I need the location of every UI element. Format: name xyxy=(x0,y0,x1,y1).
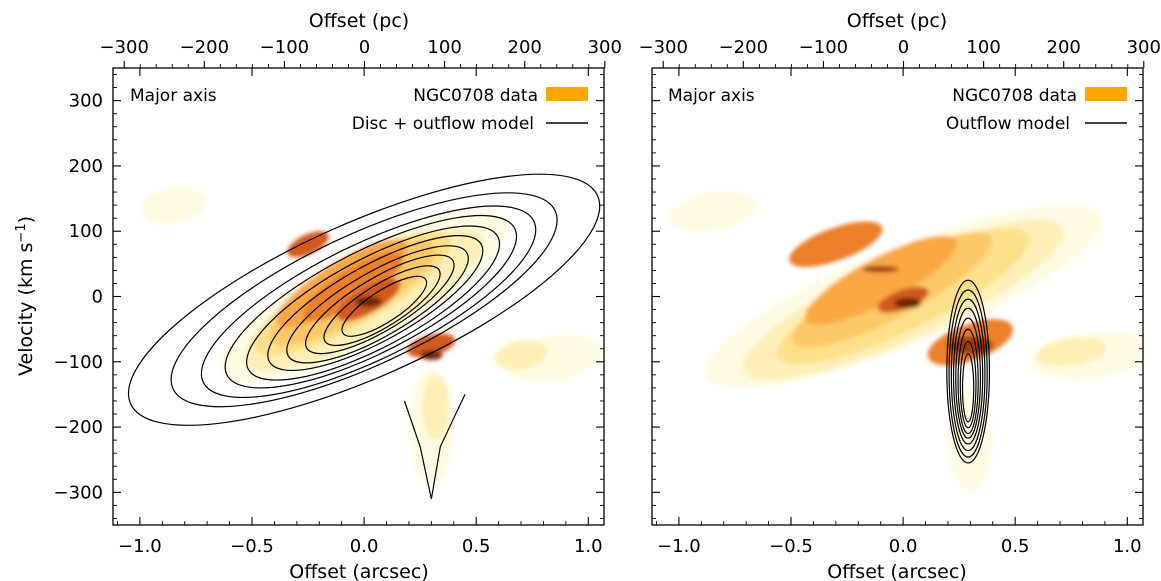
model-contour-right-7 xyxy=(961,353,975,423)
top-tick-label-right-6: 300 xyxy=(1127,37,1161,58)
x-axis-title-right: Offset (arcsec) xyxy=(827,561,966,581)
legend-label-model-left: Disc + outflow model xyxy=(352,114,534,134)
top-axis-title-right: Offset (pc) xyxy=(847,10,947,32)
top-tick-label-left-5: 200 xyxy=(508,37,542,58)
model-contour-right-2 xyxy=(950,298,986,452)
data-blob-right-10 xyxy=(862,265,899,273)
data-blob-left-12 xyxy=(422,374,450,441)
x-tick-label-right-2: 0.0 xyxy=(889,536,918,557)
data-blob-left-15 xyxy=(494,340,548,371)
x-tick-label-left-0: −1.0 xyxy=(118,536,162,557)
data-blob-left-13 xyxy=(140,186,207,225)
top-tick-label-right-1: −200 xyxy=(719,37,768,58)
top-tick-label-right-3: 0 xyxy=(898,37,909,58)
x-axis-title-left: Offset (arcsec) xyxy=(289,561,428,581)
model-contour-right-5 xyxy=(957,328,979,435)
panel-right: −1.0 −0.5 0.0 0.5 1.0 −300 −200 −100 0 100 200 300… xyxy=(638,10,1160,581)
top-axis-title-left: Offset (pc) xyxy=(309,10,409,32)
x-ticks-right: −1.0 −0.5 0.0 0.5 1.0 xyxy=(656,68,1142,557)
model-contour-right-0 xyxy=(946,279,991,464)
top-tick-label-left-6: 300 xyxy=(588,37,622,58)
data-blob-left-9 xyxy=(355,296,383,307)
top-tick-label-left-4: 100 xyxy=(427,37,461,58)
model-contour-left-7 xyxy=(304,254,455,355)
model-contour-left-9 xyxy=(341,275,428,337)
panel-label-right: Major axis xyxy=(668,86,755,106)
x-tick-label-left-2: 0.0 xyxy=(350,536,379,557)
y-tick-label-3: 0 xyxy=(92,287,103,308)
legend-swatch-data-left xyxy=(546,87,588,101)
legend-label-data-left: NGC0708 data xyxy=(413,86,538,106)
x-ticks-left: −1.0 −0.5 0.0 0.5 1.0 xyxy=(117,68,603,557)
top-tick-label-left-3: 0 xyxy=(359,37,370,58)
top-tick-label-left-0: −300 xyxy=(99,37,148,58)
x-tick-label-right-4: 1.0 xyxy=(1113,536,1142,557)
x-tick-label-left-4: 1.0 xyxy=(574,536,603,557)
data-blob-right-4 xyxy=(804,235,957,325)
x-tick-label-left-1: −0.5 xyxy=(230,536,274,557)
y-tick-label-1: −200 xyxy=(54,417,103,438)
x-tick-label-right-3: 0.5 xyxy=(1001,536,1030,557)
model-contour-left-8 xyxy=(323,265,441,347)
top-tick-label-right-2: −100 xyxy=(799,37,848,58)
data-blob-left-5 xyxy=(302,252,404,322)
model-contour-left-5 xyxy=(267,235,484,372)
y-tick-label-2: −100 xyxy=(54,352,103,373)
model-contours-left xyxy=(127,173,601,500)
data-blob-right-11 xyxy=(947,387,993,493)
y-ticks-left: −300 −200 −100 0 100 200 300 xyxy=(54,74,604,519)
model-contour-left-0 xyxy=(127,173,601,426)
model-contour-right-6 xyxy=(959,340,977,429)
y-ticks-right xyxy=(652,74,1143,519)
data-blob-right-12 xyxy=(668,190,757,233)
x-tick-label-left-3: 0.5 xyxy=(462,536,491,557)
panel-label-left: Major axis xyxy=(130,86,217,106)
x-tick-label-right-0: −1.0 xyxy=(657,536,701,557)
x-tick-label-right-1: −0.5 xyxy=(769,536,813,557)
data-blob-right-9 xyxy=(894,297,922,309)
y-axis-title: Velocity (km s−1) xyxy=(14,216,38,376)
model-contour-right-1 xyxy=(948,289,988,458)
y-tick-label-4: 100 xyxy=(69,221,103,242)
heatmap-data-right xyxy=(668,190,1143,493)
model-contour-left-2 xyxy=(200,205,537,399)
model-contour-left-1 xyxy=(170,192,558,408)
data-blob-right-14 xyxy=(1035,336,1107,368)
model-outflow-tail-left xyxy=(403,394,466,500)
model-contours-right xyxy=(946,279,991,464)
y-tick-label-6: 300 xyxy=(69,91,103,112)
model-contour-right-3 xyxy=(952,307,984,445)
top-tick-label-right-5: 200 xyxy=(1047,37,1081,58)
data-blob-left-10 xyxy=(420,350,443,360)
data-blob-left-8 xyxy=(287,231,329,258)
y-tick-label-0: −300 xyxy=(54,482,103,503)
top-ticks-right: −300 −200 −100 0 100 200 300 xyxy=(638,37,1161,68)
top-tick-label-right-4: 100 xyxy=(966,37,1000,58)
heatmap-data-left xyxy=(140,186,604,486)
model-contour-left-6 xyxy=(286,245,469,364)
model-contour-left-4 xyxy=(246,225,501,381)
y-tick-label-5: 200 xyxy=(69,156,103,177)
top-tick-label-right-0: −300 xyxy=(638,37,687,58)
panel-left: −1.0 −0.5 0.0 0.5 1.0 −300 −200 −100 0 100 200 300… xyxy=(14,10,622,581)
top-tick-label-left-1: −200 xyxy=(180,37,229,58)
model-contour-left-3 xyxy=(224,214,518,389)
model-contour-right-4 xyxy=(955,317,982,439)
legend-swatch-data-right xyxy=(1085,87,1127,101)
legend-label-data-right: NGC0708 data xyxy=(952,86,1077,106)
data-blob-right-5 xyxy=(789,221,883,268)
top-tick-label-left-2: −100 xyxy=(260,37,309,58)
legend-label-model-right: Outflow model xyxy=(946,114,1070,134)
top-ticks-left: −300 −200 −100 0 100 200 300 xyxy=(99,37,622,68)
